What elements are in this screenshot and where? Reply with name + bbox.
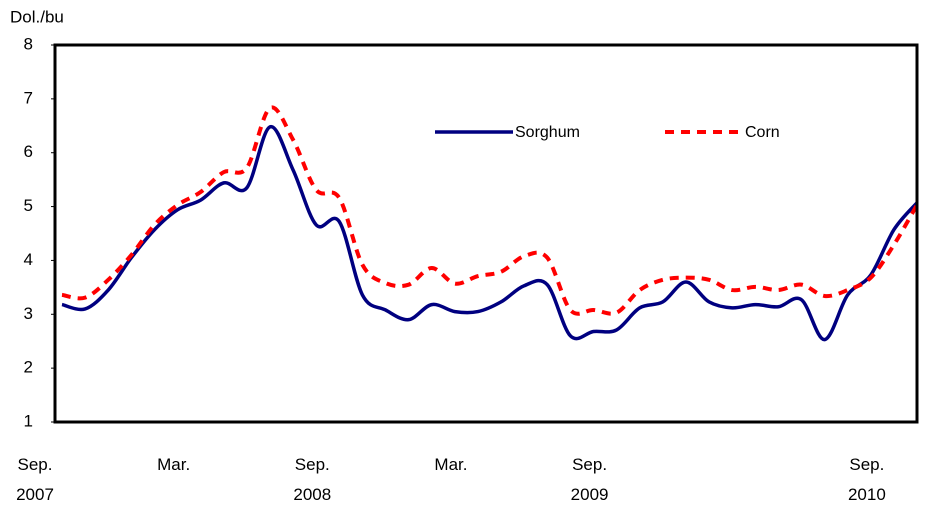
y-axis-label: Dol./bu — [10, 7, 64, 26]
y-tick-label: 4 — [24, 250, 33, 269]
legend-label: Sorghum — [515, 124, 580, 141]
legend-label: Corn — [745, 124, 780, 141]
x-tick-label: Sep. 2010 — [848, 455, 886, 504]
y-tick-label: 1 — [24, 411, 33, 430]
y-tick-label: 3 — [24, 304, 33, 323]
x-tick-label: Sep. 2008 — [293, 455, 331, 504]
legend-item: Corn — [665, 124, 780, 141]
y-tick-label: 8 — [24, 34, 33, 53]
y-tick-label: 6 — [24, 142, 33, 161]
y-tick-label: 7 — [24, 88, 33, 107]
legend-item: Sorghum — [435, 124, 580, 141]
x-tick-label: Mar. — [434, 455, 467, 474]
x-tick-label: Sep. 2009 — [571, 455, 609, 504]
x-tick-label: Sep. 2007 — [16, 455, 54, 504]
x-tick-label: Mar. — [157, 455, 190, 474]
y-tick-label: 2 — [24, 358, 33, 377]
series-line — [61, 105, 919, 316]
plot-frame — [53, 43, 919, 424]
series-line — [61, 125, 919, 342]
y-tick-label: 5 — [24, 196, 33, 215]
